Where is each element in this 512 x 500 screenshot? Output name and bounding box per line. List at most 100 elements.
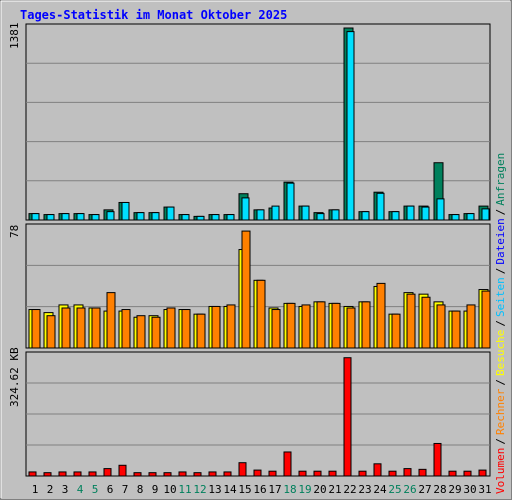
bar-dateien-day-30 bbox=[466, 213, 475, 221]
bar-rechner-day-24 bbox=[376, 282, 386, 349]
day-label-26: 26 bbox=[403, 483, 416, 496]
bar-volumen-day-3 bbox=[58, 471, 67, 477]
legend-rechner: Rechner bbox=[494, 388, 507, 435]
bar-dateien-day-7 bbox=[121, 201, 130, 221]
bar-dateien-day-18 bbox=[286, 182, 295, 221]
day-label-29: 29 bbox=[448, 483, 461, 496]
bar-rechner-day-6 bbox=[106, 292, 116, 349]
bar-volumen-day-17 bbox=[268, 470, 277, 477]
legend-separator: / bbox=[494, 438, 507, 445]
bar-rechner-day-12 bbox=[196, 313, 206, 349]
bar-rechner-day-16 bbox=[256, 279, 266, 349]
day-label-22: 22 bbox=[343, 483, 356, 496]
bar-volumen-day-12 bbox=[193, 472, 202, 477]
bar-rechner-day-26 bbox=[406, 293, 416, 349]
svg-text:Volumen/Rechner/Besuche/Seiten: Volumen / Rechner / Besuche / Seiten / Dateien / A… bbox=[494, 153, 507, 494]
bar-volumen-day-28 bbox=[433, 442, 442, 477]
bar-rechner-day-30 bbox=[466, 304, 476, 349]
day-label-23: 23 bbox=[358, 483, 371, 496]
bar-volumen-day-7 bbox=[118, 464, 127, 477]
day-label-9: 9 bbox=[152, 483, 159, 496]
legend-volumen: Volumen bbox=[494, 448, 507, 494]
day-label-6: 6 bbox=[107, 483, 114, 496]
day-label-4: 4 bbox=[77, 483, 84, 496]
legend-seiten: Seiten bbox=[494, 277, 507, 317]
day-label-3: 3 bbox=[62, 483, 69, 496]
bar-volumen-day-13 bbox=[208, 471, 217, 477]
bar-dateien-day-13 bbox=[211, 214, 220, 221]
bar-rechner-day-20 bbox=[316, 301, 326, 349]
bar-volumen-day-31 bbox=[478, 469, 487, 477]
bar-rechner-day-3 bbox=[61, 307, 71, 349]
bar-volumen-day-9 bbox=[148, 472, 157, 477]
day-label-17: 17 bbox=[268, 483, 281, 496]
legend: Volumen / Rechner / Besuche / Seiten / Dateien / A… bbox=[494, 153, 507, 494]
bar-rechner-day-14 bbox=[226, 304, 236, 349]
bar-rechner-day-19 bbox=[301, 304, 311, 349]
day-label-28: 28 bbox=[433, 483, 446, 496]
bar-rechner-day-17 bbox=[271, 309, 281, 349]
bar-volumen-day-5 bbox=[88, 471, 97, 477]
bar-volumen-day-20 bbox=[313, 470, 322, 477]
day-label-13: 13 bbox=[208, 483, 221, 496]
day-label-19: 19 bbox=[298, 483, 311, 496]
day-label-14: 14 bbox=[223, 483, 237, 496]
bar-dateien-day-22 bbox=[346, 31, 355, 221]
middle-panel-y-max-label: 78 bbox=[8, 225, 21, 238]
bar-volumen-day-29 bbox=[448, 470, 457, 477]
bar-rechner-day-31 bbox=[481, 290, 491, 349]
day-label-18: 18 bbox=[283, 483, 296, 496]
bar-dateien-day-4 bbox=[76, 213, 85, 221]
bar-rechner-day-22 bbox=[346, 307, 356, 349]
bar-dateien-day-5 bbox=[91, 214, 100, 221]
bar-rechner-day-9 bbox=[151, 316, 161, 349]
bar-rechner-day-1 bbox=[31, 309, 41, 349]
bar-volumen-day-16 bbox=[253, 469, 262, 477]
bar-dateien-day-12 bbox=[196, 215, 205, 221]
legend-separator: / bbox=[494, 209, 507, 216]
bar-volumen-day-25 bbox=[388, 470, 397, 477]
day-label-25: 25 bbox=[388, 483, 401, 496]
chart-title: Tages-Statistik im Monat Oktober 2025 bbox=[20, 8, 287, 22]
bar-dateien-day-20 bbox=[316, 213, 325, 221]
bar-dateien-day-27 bbox=[421, 206, 430, 221]
bar-volumen-day-11 bbox=[178, 471, 187, 477]
bar-dateien-day-3 bbox=[61, 213, 70, 221]
bar-volumen-day-19 bbox=[298, 470, 307, 477]
legend-anfragen: Anfragen bbox=[494, 153, 507, 206]
bar-rechner-day-18 bbox=[286, 302, 296, 349]
day-label-2: 2 bbox=[47, 483, 54, 496]
day-label-5: 5 bbox=[92, 483, 99, 496]
bar-volumen-day-30 bbox=[463, 470, 472, 477]
bar-dateien-day-28 bbox=[436, 198, 445, 221]
bar-dateien-day-1 bbox=[31, 213, 40, 221]
bar-dateien-day-23 bbox=[361, 211, 370, 221]
bar-rechner-day-29 bbox=[451, 310, 461, 349]
bar-dateien-day-15 bbox=[241, 197, 250, 221]
day-label-31: 31 bbox=[478, 483, 491, 496]
bar-rechner-day-4 bbox=[76, 307, 86, 349]
bar-volumen-day-15 bbox=[238, 462, 247, 477]
bar-rechner-day-5 bbox=[91, 307, 101, 349]
day-label-15: 15 bbox=[238, 483, 251, 496]
legend-separator: / bbox=[494, 320, 507, 327]
bar-volumen-day-18 bbox=[283, 451, 292, 477]
bar-volumen-day-14 bbox=[223, 471, 232, 477]
day-label-24: 24 bbox=[373, 483, 387, 496]
bar-rechner-day-11 bbox=[181, 309, 191, 349]
bar-rechner-day-13 bbox=[211, 305, 221, 349]
bar-dateien-day-8 bbox=[136, 212, 145, 221]
bar-dateien-day-10 bbox=[166, 206, 175, 221]
legend-besuche: Besuche bbox=[494, 330, 507, 376]
bar-volumen-day-10 bbox=[163, 472, 172, 477]
bar-rechner-day-23 bbox=[361, 301, 371, 349]
bar-volumen-day-24 bbox=[373, 463, 382, 477]
bar-dateien-day-25 bbox=[391, 211, 400, 221]
bar-dateien-day-6 bbox=[106, 211, 115, 221]
bar-dateien-day-26 bbox=[406, 205, 415, 221]
bar-dateien-day-2 bbox=[46, 214, 55, 221]
bar-dateien-day-19 bbox=[301, 205, 310, 221]
panel-top bbox=[25, 23, 491, 221]
day-label-12: 12 bbox=[193, 483, 206, 496]
